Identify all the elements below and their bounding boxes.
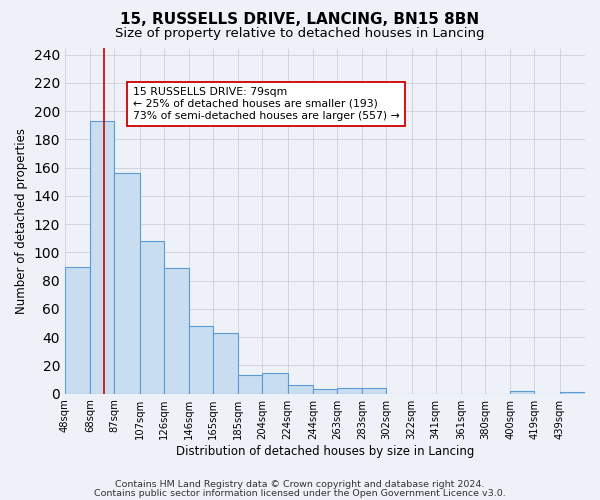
Bar [140, 241, 164, 394]
Bar [114, 174, 140, 394]
Bar [189, 326, 213, 394]
Bar [262, 372, 287, 394]
Text: Size of property relative to detached houses in Lancing: Size of property relative to detached ho… [115, 28, 485, 40]
Bar [362, 388, 386, 394]
X-axis label: Distribution of detached houses by size in Lancing: Distribution of detached houses by size … [176, 444, 474, 458]
Bar [511, 391, 535, 394]
Bar [287, 385, 313, 394]
Bar [238, 376, 262, 394]
Text: 15 RUSSELLS DRIVE: 79sqm
← 25% of detached houses are smaller (193)
73% of semi-: 15 RUSSELLS DRIVE: 79sqm ← 25% of detach… [133, 88, 399, 120]
Bar [337, 388, 362, 394]
Bar [164, 268, 189, 394]
Bar [313, 390, 337, 394]
Bar [65, 266, 90, 394]
Text: Contains HM Land Registry data © Crown copyright and database right 2024.: Contains HM Land Registry data © Crown c… [115, 480, 485, 489]
Bar [90, 121, 114, 394]
Text: 15, RUSSELLS DRIVE, LANCING, BN15 8BN: 15, RUSSELLS DRIVE, LANCING, BN15 8BN [121, 12, 479, 28]
Bar [213, 333, 238, 394]
Text: Contains public sector information licensed under the Open Government Licence v3: Contains public sector information licen… [94, 488, 506, 498]
Bar [560, 392, 585, 394]
Y-axis label: Number of detached properties: Number of detached properties [15, 128, 28, 314]
